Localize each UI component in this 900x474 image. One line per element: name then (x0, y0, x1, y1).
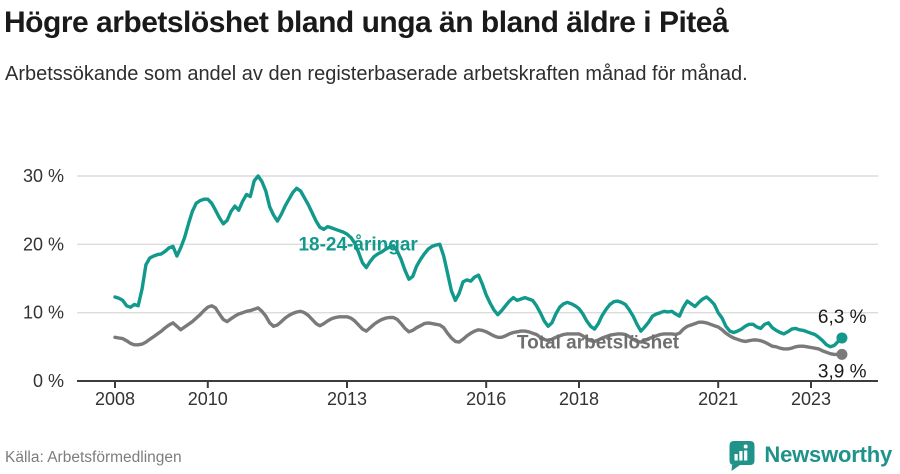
series-name-label: 18-24-åringar (298, 234, 418, 255)
x-tick-label: 2023 (791, 389, 831, 409)
y-tick-label: 20 % (23, 234, 64, 254)
y-tick-label: 30 % (23, 166, 64, 186)
x-ticks (114, 381, 812, 388)
x-tick-label: 2013 (327, 389, 367, 409)
series-end-value-label: 6,3 % (818, 307, 867, 328)
series-name-label: Total arbetslöshet (517, 333, 680, 354)
y-axis-labels: 0 % 10 % 20 % 30 % (23, 166, 64, 391)
brand-name: Newsworthy (764, 442, 892, 467)
series-end-dot (836, 332, 848, 344)
series-line (113, 304, 844, 357)
y-tick-label: 10 % (23, 303, 64, 323)
x-tick-label: 2021 (698, 389, 738, 409)
page-title: Högre arbetslöshet bland unga än bland ä… (4, 6, 729, 39)
chart-subtitle: Arbetssökande som andel av den registerb… (5, 63, 748, 85)
x-tick-label: 2010 (188, 389, 228, 409)
x-tick-labels: 2008 2010 2013 2016 2018 2021 2023 (95, 389, 831, 409)
series-line (113, 174, 844, 349)
series-lines (113, 174, 848, 360)
y-gridlines (77, 175, 878, 314)
series-end-value-label: 3,9 % (818, 361, 867, 382)
newsworthy-logo: Newsworthy (727, 439, 892, 471)
series-end-dot (836, 348, 848, 360)
x-tick-label: 2008 (95, 389, 135, 409)
x-tick-label: 2016 (466, 389, 506, 409)
y-tick-label: 0 % (33, 371, 64, 391)
newsworthy-bubble-chart-icon (729, 441, 755, 471)
x-tick-label: 2018 (559, 389, 599, 409)
source-credit: Källa: Arbetsförmedlingen (5, 449, 182, 466)
series-annotations: 18-24-åringar 6,3 % Total arbetslöshet 3,9 … (298, 234, 866, 382)
